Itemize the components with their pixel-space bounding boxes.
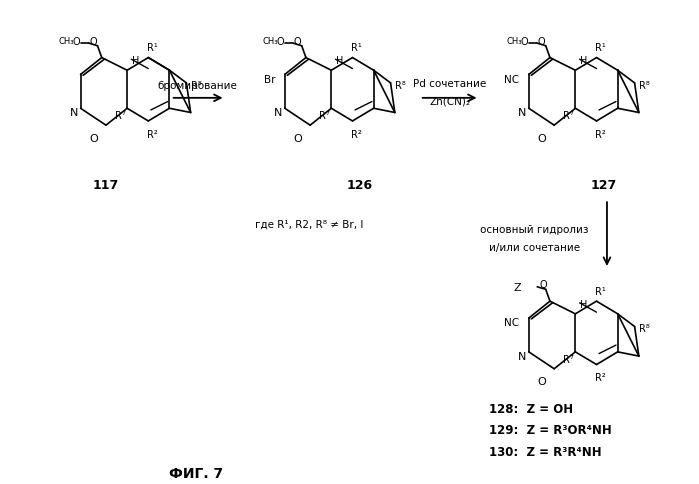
Text: H: H (580, 299, 587, 309)
Text: CH₃: CH₃ (59, 37, 74, 46)
Text: 117: 117 (93, 179, 119, 192)
Text: R¹: R¹ (596, 287, 606, 296)
Text: O: O (293, 134, 302, 144)
Text: ФИГ. 7: ФИГ. 7 (168, 466, 223, 480)
Text: CH₃: CH₃ (263, 37, 278, 46)
Text: Br: Br (264, 75, 275, 85)
Text: O: O (537, 134, 546, 144)
Text: 129:  Z = R³OR⁴NH: 129: Z = R³OR⁴NH (489, 424, 612, 437)
Text: O: O (73, 37, 80, 46)
Text: NC: NC (504, 318, 519, 328)
Text: R⁸: R⁸ (396, 80, 406, 91)
Text: R²: R² (352, 129, 362, 139)
Text: N: N (518, 108, 526, 118)
Text: H: H (336, 56, 343, 66)
Text: Pd сочетание: Pd сочетание (413, 79, 487, 89)
Text: O: O (89, 134, 98, 144)
Text: R¹: R¹ (147, 44, 158, 53)
Text: бромирование: бромирование (158, 81, 238, 91)
Text: R²: R² (147, 129, 158, 139)
Text: R²: R² (596, 129, 606, 139)
Text: где R¹, R2, R⁸ ≠ Br, I: где R¹, R2, R⁸ ≠ Br, I (255, 220, 363, 229)
Text: O: O (540, 280, 547, 289)
Text: R²: R² (596, 373, 606, 382)
Text: Z: Z (514, 282, 521, 292)
Text: Zn(CN)₂: Zn(CN)₂ (429, 97, 470, 106)
Text: H: H (580, 56, 587, 66)
Text: NC: NC (504, 75, 519, 85)
Text: O: O (521, 37, 528, 46)
Text: 130:  Z = R³R⁴NH: 130: Z = R³R⁴NH (489, 445, 602, 458)
Text: N: N (274, 108, 282, 118)
Text: O: O (277, 37, 284, 46)
Text: R⁸: R⁸ (640, 80, 650, 91)
Text: R⁷: R⁷ (563, 354, 574, 364)
Text: 128:  Z = OH: 128: Z = OH (489, 402, 574, 415)
Text: N: N (70, 108, 78, 118)
Text: R¹: R¹ (352, 44, 362, 53)
Text: CH₃: CH₃ (507, 37, 522, 46)
Text: O: O (294, 37, 301, 46)
Text: R⁷: R⁷ (563, 111, 574, 121)
Text: R⁷: R⁷ (115, 111, 126, 121)
Text: 127: 127 (591, 179, 617, 192)
Text: R⁷: R⁷ (319, 111, 330, 121)
Text: R¹: R¹ (596, 44, 606, 53)
Text: и/или сочетание: и/или сочетание (489, 242, 580, 253)
Text: основный гидролиз: основный гидролиз (480, 225, 589, 235)
Text: 126: 126 (347, 179, 373, 192)
Text: R⁸: R⁸ (192, 80, 202, 91)
Text: N: N (518, 351, 526, 362)
Text: O: O (89, 37, 97, 46)
Text: O: O (538, 37, 545, 46)
Text: O: O (537, 377, 546, 387)
Text: R⁸: R⁸ (640, 323, 650, 333)
Text: H: H (132, 56, 139, 66)
